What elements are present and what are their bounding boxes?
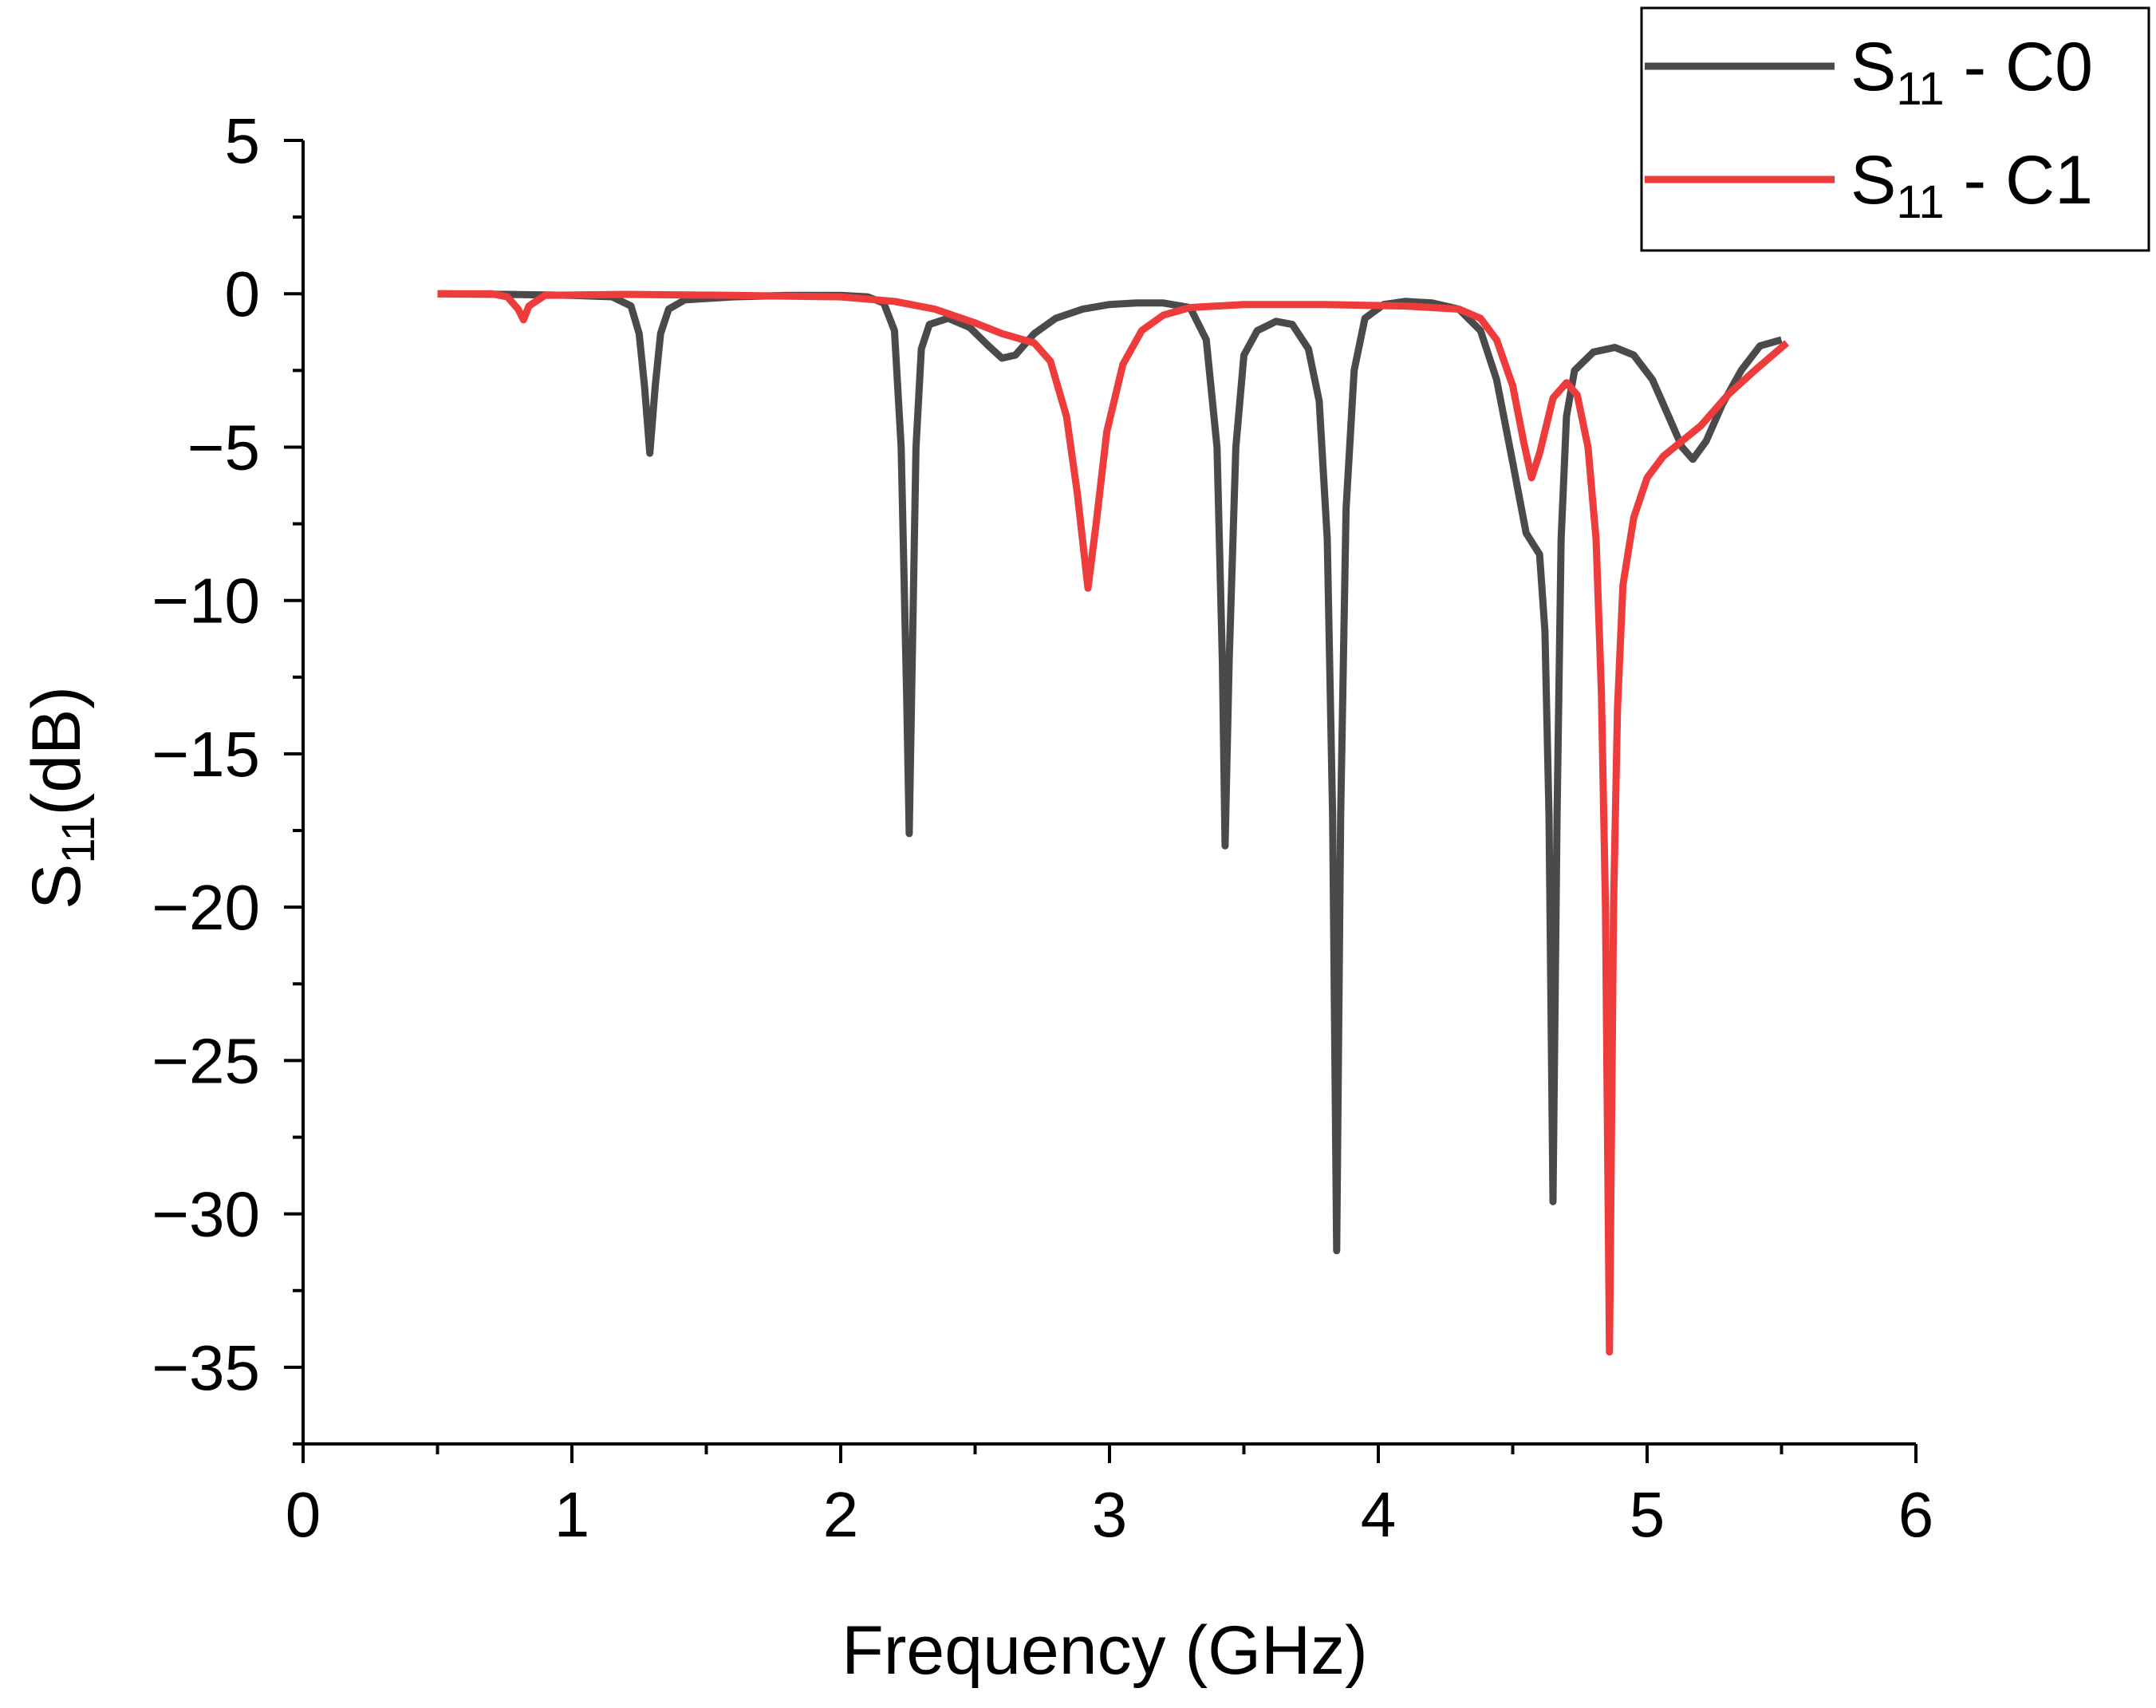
y-axis-title-sub: 11 (53, 815, 104, 863)
legend-label-c1-main: S (1851, 142, 1896, 219)
legend: S11 - C0 S11 - C1 (1640, 6, 2150, 252)
y-axis-title-unit: (dB) (18, 686, 95, 815)
y-axis-title-main: S (18, 864, 95, 909)
legend-frame (1640, 6, 2150, 252)
axes-layer: 0 1 2 3 4 5 6 5 0 −5 −10 −15 −20 −25 −30 −35 (152, 105, 1933, 1550)
legend-label-c0: S11 - C0 (1851, 29, 2093, 115)
x-tick-label: 5 (1630, 1479, 1665, 1550)
legend-label-c0-main: S (1851, 29, 1896, 105)
x-tick-label: 2 (823, 1479, 859, 1550)
legend-label-c1: S11 - C1 (1851, 142, 2093, 228)
y-tick-label: −25 (152, 1025, 260, 1096)
legend-label-c1-sub: 11 (1896, 176, 1944, 228)
legend-label-c1-suffix: - C1 (1945, 142, 2093, 219)
series-layer (437, 290, 1790, 1356)
x-tick-label: 3 (1092, 1479, 1128, 1550)
series-line-c1 (437, 290, 1790, 1356)
y-tick-label: −30 (152, 1179, 260, 1250)
y-tick-label: 5 (225, 105, 261, 176)
y-tick-label: −5 (187, 412, 260, 483)
y-tick-label: −10 (152, 566, 260, 637)
y-tick-label: −20 (152, 872, 260, 943)
x-tick-label: 0 (286, 1479, 321, 1550)
x-tick-label: 4 (1361, 1479, 1397, 1550)
x-tick-label: 1 (554, 1479, 590, 1550)
y-axis-title: S11(dB) (18, 686, 104, 909)
x-tick-label: 6 (1898, 1479, 1934, 1550)
legend-label-c0-sub: 11 (1896, 63, 1944, 115)
x-axis-title: Frequency (GHz) (842, 1612, 1368, 1689)
y-tick-label: −15 (152, 719, 260, 790)
legend-label-c0-suffix: - C0 (1945, 29, 2093, 105)
y-tick-label: −35 (152, 1332, 260, 1403)
y-tick-label: 0 (225, 258, 261, 329)
